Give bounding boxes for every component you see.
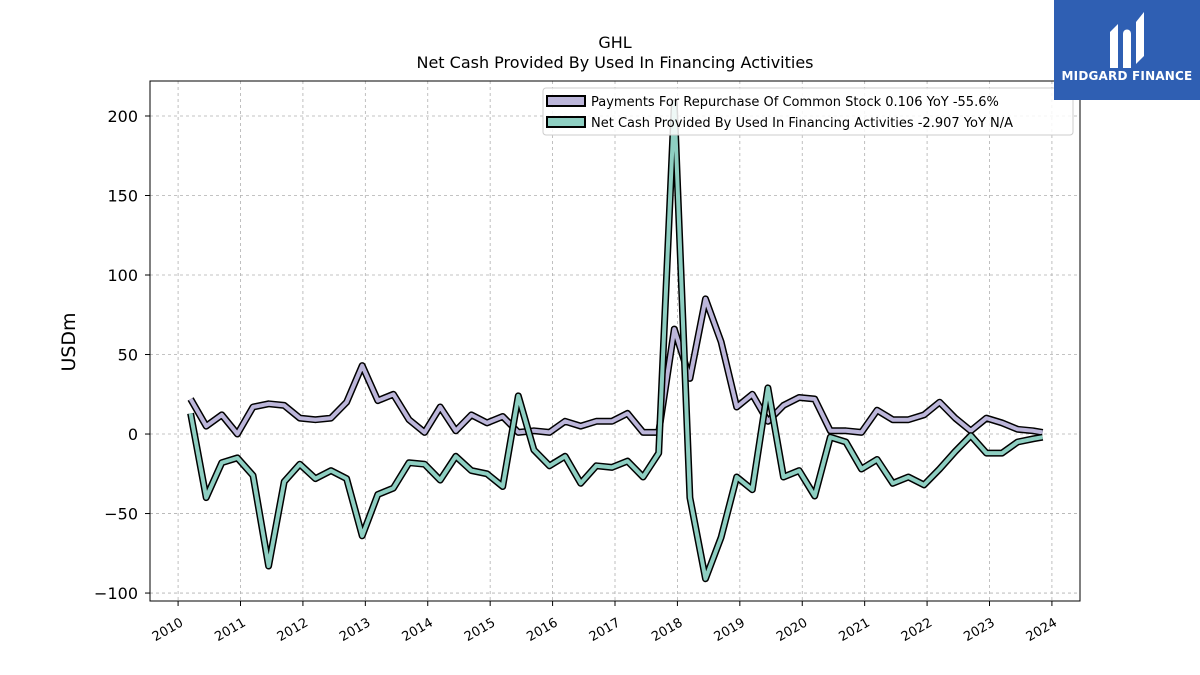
x-tick-label: 2024 [1024,615,1060,645]
x-tick-label: 2015 [462,615,498,645]
series-lines [187,99,1044,583]
x-tick-label: 2023 [961,615,997,645]
x-tick-label: 2010 [150,615,186,645]
x-tick-label: 2021 [837,615,873,645]
y-tick-label: 200 [107,107,138,126]
legend-label-1: Net Cash Provided By Used In Financing A… [591,116,1013,131]
brand-logo: MIDGARD FINANCE [1054,0,1200,100]
series-1-outline [187,99,1044,583]
x-tick-label: 2014 [400,615,436,645]
y-axis-label: USDm [58,312,80,371]
x-tick-label: 2011 [212,615,248,645]
brand-mark-icon [1110,12,1144,68]
y-tick-label: 150 [107,186,138,205]
series-1-line [188,101,1043,581]
chart-subtitle: Net Cash Provided By Used In Financing A… [416,53,813,72]
legend: Payments For Repurchase Of Common Stock … [542,87,1074,136]
chart-title: GHL [598,33,631,52]
y-tick-label: 50 [118,346,138,365]
x-tick-label: 2012 [275,615,311,645]
y-tick-label: −50 [104,505,138,524]
x-tick-label: 2017 [587,615,623,645]
x-tick-label: 2022 [899,615,935,645]
x-tick-label: 2018 [649,615,685,645]
grid [150,81,1080,601]
axis-ticks: −100 −50 0 50 100 150 200 2010 2011 2012 2013 2014 2… [94,107,1060,645]
legend-box [542,87,1074,136]
x-tick-label: 2013 [337,615,373,645]
legend-swatch-1 [546,116,586,128]
series-0-outline [187,295,1044,438]
x-tick-label: 2019 [712,615,748,645]
y-tick-label: 0 [128,425,138,444]
legend-swatch-0 [546,95,586,107]
brand-name: MIDGARD FINANCE [1061,69,1193,83]
y-tick-label: 100 [107,266,138,285]
series-0-line [188,296,1043,436]
x-tick-label: 2016 [524,615,560,645]
legend-label-0: Payments For Repurchase Of Common Stock … [591,95,999,110]
y-tick-label: −100 [94,584,138,603]
x-tick-label: 2020 [774,615,810,645]
